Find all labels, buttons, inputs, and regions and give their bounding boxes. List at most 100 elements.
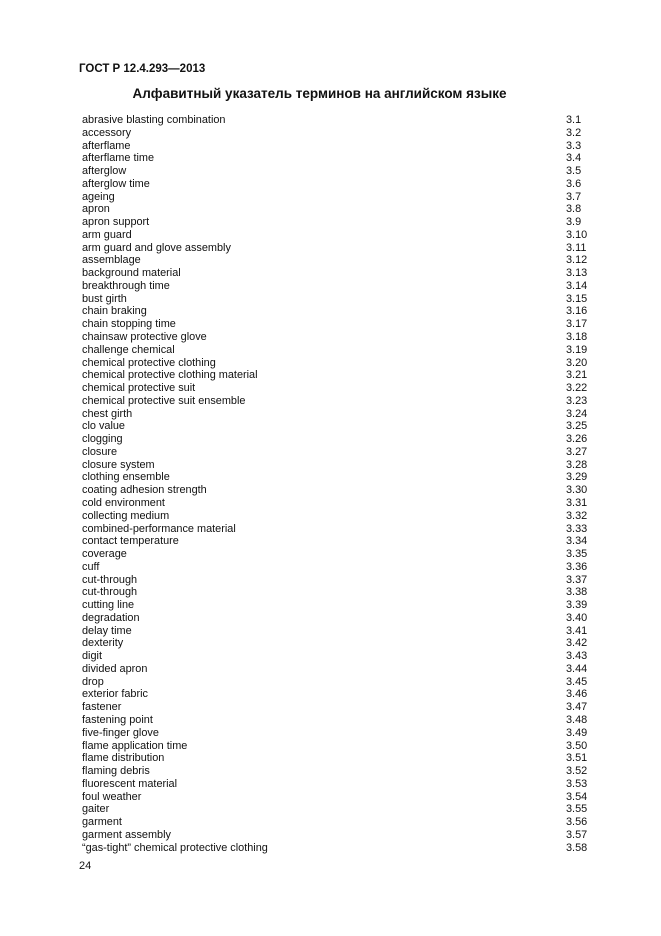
index-entry: dexterity 3.42	[82, 637, 588, 650]
index-term: coating adhesion strength	[82, 484, 207, 497]
index-reference: 3.34	[566, 535, 588, 548]
index-reference: 3.46	[566, 688, 588, 701]
index-entry: breakthrough time 3.14	[82, 280, 588, 293]
index-term: divided apron	[82, 662, 148, 675]
index-reference: 3.41	[566, 624, 588, 637]
index-entry: cold environment 3.31	[82, 497, 588, 510]
index-entry: garment assembly 3.57	[82, 829, 588, 842]
index-reference: 3.21	[566, 369, 588, 382]
index-term: apron	[82, 203, 110, 216]
page-title-text: Алфавитный указатель терминов на английс…	[132, 86, 507, 101]
index-reference: 3.6	[566, 177, 582, 190]
index-term: cutting line	[82, 599, 135, 612]
index-entry: contact temperature 3.34	[82, 535, 588, 548]
index-entry: flaming debris 3.52	[82, 765, 588, 778]
index-entry: flame distribution 3.51	[82, 752, 588, 765]
index-entry: “gas-tight” chemical protective clothing…	[82, 842, 588, 855]
index-entry: drop 3.45	[82, 676, 588, 689]
index-term: flame distribution	[82, 752, 165, 765]
index-entry: flame application time 3.50	[82, 740, 588, 753]
index-term: chain braking	[82, 305, 147, 318]
index-entry: ageing 3.7	[82, 191, 588, 204]
index-entry: cut-through 3.38	[82, 586, 588, 599]
index-term: closure	[82, 445, 118, 458]
index-entry: digit 3.43	[82, 650, 588, 663]
index-entry: exterior fabric 3.46	[82, 688, 588, 701]
page-title: Алфавитный указатель терминов на английс…	[0, 86, 661, 101]
index-term: garment	[82, 816, 122, 829]
index-reference: 3.25	[566, 420, 588, 433]
index-entry: fastening point 3.48	[82, 714, 588, 727]
index-term: contact temperature	[82, 535, 179, 548]
index-reference: 3.31	[566, 496, 588, 509]
index-term: arm guard	[82, 228, 132, 241]
index-entry: challenge chemical 3.19	[82, 344, 588, 357]
index-term: closure system	[82, 458, 155, 471]
index-reference: 3.28	[566, 458, 588, 471]
index-term: coverage	[82, 548, 127, 561]
index-reference: 3.7	[566, 190, 582, 203]
index-entry: bust girth 3.15	[82, 293, 588, 306]
index-entry: apron support 3.9	[82, 216, 588, 229]
index-entry: closure 3.27	[82, 446, 588, 459]
index-term: flame application time	[82, 739, 188, 752]
index-reference: 3.48	[566, 713, 588, 726]
index-reference: 3.14	[566, 279, 588, 292]
index-term: foul weather	[82, 790, 142, 803]
index-term: cuff	[82, 560, 100, 573]
index-term: clothing ensemble	[82, 471, 170, 484]
index-entry: garment 3.56	[82, 816, 588, 829]
index-reference: 3.55	[566, 803, 588, 816]
index-reference: 3.51	[566, 752, 588, 765]
index-entry: arm guard 3.10	[82, 229, 588, 242]
index-entry: abrasive blasting combination 3.1	[82, 114, 588, 127]
index-entry: afterglow 3.5	[82, 165, 588, 178]
index-term: garment assembly	[82, 828, 171, 841]
index-reference: 3.47	[566, 701, 588, 714]
index-reference: 3.56	[566, 816, 588, 829]
index-reference: 3.2	[566, 126, 582, 139]
index-entry: chemical protective suit ensemble 3.23	[82, 395, 588, 408]
index-term: clo value	[82, 420, 125, 433]
index-reference: 3.15	[566, 292, 588, 305]
index-reference: 3.49	[566, 726, 588, 739]
index-term: afterflame	[82, 139, 131, 152]
index-entry: chain stopping time 3.17	[82, 318, 588, 331]
index-term: fluorescent material	[82, 777, 178, 790]
index-entry: chemical protective suit 3.22	[82, 382, 588, 395]
index-term: gaiter	[82, 803, 110, 816]
index-term: chain stopping time	[82, 318, 176, 331]
index-term: degradation	[82, 611, 140, 624]
index-term: chemical protective clothing	[82, 356, 216, 369]
index-reference: 3.18	[566, 331, 588, 344]
index-reference: 3.43	[566, 650, 588, 663]
index-reference: 3.16	[566, 305, 588, 318]
index-entry: foul weather 3.54	[82, 791, 588, 804]
index-term: “gas-tight” chemical protective clothing	[82, 841, 268, 854]
index-entry: cutting line 3.39	[82, 599, 588, 612]
index-reference: 3.17	[566, 318, 588, 331]
index-reference: 3.3	[566, 139, 582, 152]
index-term: bust girth	[82, 292, 127, 305]
index-term: clogging	[82, 433, 123, 446]
index-term: afterflame time	[82, 152, 155, 165]
index-term: chest girth	[82, 407, 133, 420]
index-term: ageing	[82, 190, 115, 203]
index-reference: 3.50	[566, 739, 588, 752]
index-term: arm guard and glove assembly	[82, 241, 231, 254]
index-entry: afterflame 3.3	[82, 140, 588, 153]
index-term: dexterity	[82, 637, 124, 650]
index-reference: 3.45	[566, 675, 588, 688]
index-entry: assemblage 3.12	[82, 254, 588, 267]
index-entry: delay time 3.41	[82, 625, 588, 638]
index-reference: 3.37	[566, 573, 588, 586]
index-entry: chainsaw protective glove 3.18	[82, 331, 588, 344]
index-reference: 3.9	[566, 216, 582, 229]
index-reference: 3.26	[566, 433, 588, 446]
index-reference: 3.19	[566, 343, 588, 356]
index-entry: afterglow time 3.6	[82, 178, 588, 191]
index-entry: clothing ensemble 3.29	[82, 471, 588, 484]
index-reference: 3.13	[566, 267, 588, 280]
index-reference: 3.5	[566, 165, 582, 178]
index-term: fastener	[82, 701, 122, 714]
